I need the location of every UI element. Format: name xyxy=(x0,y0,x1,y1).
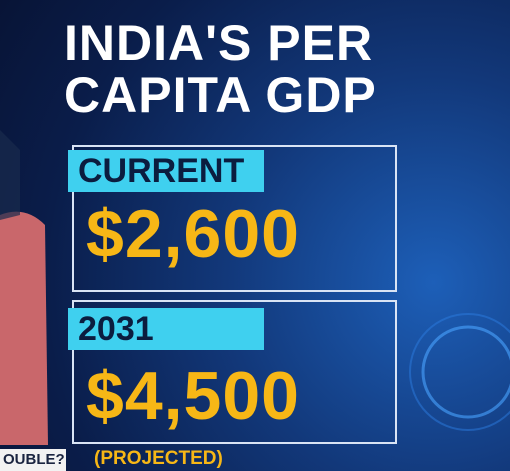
panel-label: CURRENT xyxy=(68,150,264,192)
panel-value: $2,600 xyxy=(86,196,300,272)
panel-label: 2031 xyxy=(68,308,264,350)
panel-value: $4,500 xyxy=(86,358,300,434)
panel xyxy=(72,300,397,444)
panel-note: (PROJECTED) xyxy=(94,448,223,469)
title-line: INDIA'S PER xyxy=(64,15,374,71)
panel xyxy=(72,145,397,292)
ticker: OUBLE? xyxy=(0,449,66,471)
title-line: CAPITA GDP xyxy=(64,67,377,123)
